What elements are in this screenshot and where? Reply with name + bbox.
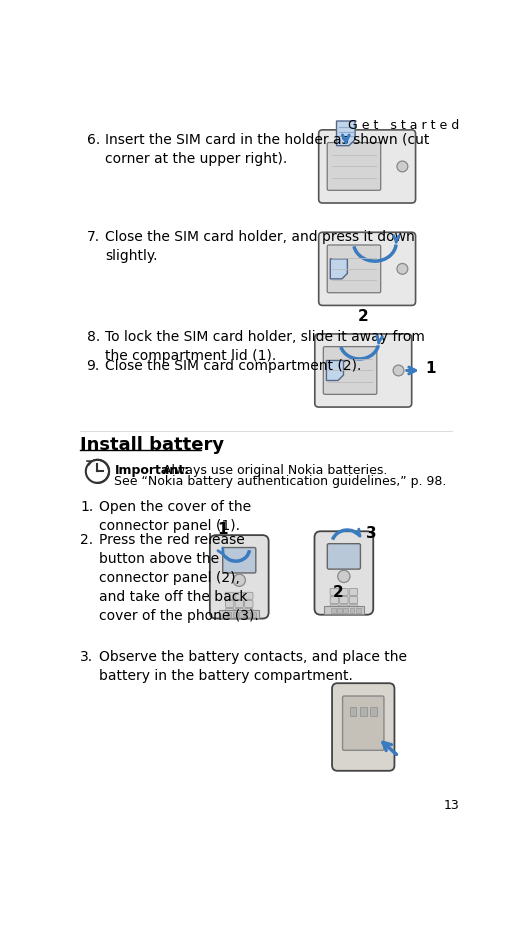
FancyBboxPatch shape: [360, 707, 366, 716]
Text: 3: 3: [366, 525, 376, 540]
FancyBboxPatch shape: [244, 609, 253, 615]
FancyBboxPatch shape: [315, 334, 412, 407]
Text: Important:: Important:: [115, 463, 189, 476]
FancyBboxPatch shape: [226, 600, 234, 608]
FancyBboxPatch shape: [327, 544, 360, 569]
Text: Always use original Nokia batteries.: Always use original Nokia batteries.: [159, 463, 388, 476]
FancyBboxPatch shape: [319, 232, 416, 305]
FancyBboxPatch shape: [332, 684, 394, 771]
FancyBboxPatch shape: [323, 347, 377, 394]
FancyBboxPatch shape: [349, 605, 358, 611]
FancyBboxPatch shape: [331, 609, 336, 612]
FancyBboxPatch shape: [340, 597, 348, 604]
Text: Close the SIM card compartment (2).: Close the SIM card compartment (2).: [105, 359, 362, 373]
FancyBboxPatch shape: [251, 612, 256, 617]
Text: Open the cover of the
connector panel (1).: Open the cover of the connector panel (1…: [99, 500, 251, 533]
FancyBboxPatch shape: [235, 609, 243, 615]
Text: 3.: 3.: [80, 650, 93, 664]
Text: 8.: 8.: [87, 330, 100, 344]
Circle shape: [393, 365, 404, 376]
Text: 13: 13: [444, 798, 459, 812]
FancyBboxPatch shape: [210, 536, 269, 619]
Polygon shape: [330, 259, 347, 278]
Circle shape: [338, 571, 350, 583]
Text: G e t   s t a r t e d: G e t s t a r t e d: [348, 118, 459, 131]
FancyBboxPatch shape: [349, 588, 358, 596]
FancyBboxPatch shape: [226, 609, 234, 615]
FancyBboxPatch shape: [244, 592, 253, 599]
Circle shape: [397, 264, 408, 274]
FancyBboxPatch shape: [233, 612, 238, 617]
FancyBboxPatch shape: [315, 531, 373, 615]
FancyBboxPatch shape: [350, 707, 356, 716]
FancyBboxPatch shape: [340, 605, 348, 611]
FancyBboxPatch shape: [235, 600, 243, 608]
Text: 7.: 7.: [87, 230, 100, 244]
FancyBboxPatch shape: [340, 588, 348, 596]
Text: Press the red release
button above the
connector panel (2),
and take off the bac: Press the red release button above the c…: [99, 533, 259, 623]
Text: To lock the SIM card holder, slide it away from
the compartment lid (1).: To lock the SIM card holder, slide it aw…: [105, 330, 425, 364]
Polygon shape: [326, 361, 344, 380]
FancyBboxPatch shape: [227, 612, 231, 617]
FancyBboxPatch shape: [223, 548, 256, 573]
Text: See “Nokia battery authentication guidelines,” p. 98.: See “Nokia battery authentication guidel…: [115, 475, 447, 488]
FancyBboxPatch shape: [324, 606, 364, 614]
FancyBboxPatch shape: [337, 609, 342, 612]
FancyBboxPatch shape: [226, 592, 234, 599]
Text: Insert the SIM card in the holder as shown (cut
corner at the upper right).: Insert the SIM card in the holder as sho…: [105, 132, 430, 166]
FancyBboxPatch shape: [219, 610, 260, 618]
FancyBboxPatch shape: [235, 592, 243, 599]
Text: 6.: 6.: [87, 132, 100, 146]
Circle shape: [233, 574, 245, 586]
FancyBboxPatch shape: [330, 588, 338, 596]
Text: 2: 2: [332, 585, 343, 600]
FancyBboxPatch shape: [330, 605, 338, 611]
Text: Observe the battery contacts, and place the
battery in the battery compartment.: Observe the battery contacts, and place …: [99, 650, 407, 683]
Text: Close the SIM card holder, and press it down
slightly.: Close the SIM card holder, and press it …: [105, 230, 415, 264]
Text: 2.: 2.: [80, 533, 93, 547]
FancyBboxPatch shape: [244, 600, 253, 608]
FancyBboxPatch shape: [319, 130, 416, 203]
Text: 1: 1: [425, 362, 435, 376]
Text: 2: 2: [358, 309, 368, 324]
Text: 9.: 9.: [87, 359, 100, 373]
Circle shape: [86, 460, 109, 483]
Circle shape: [397, 161, 408, 172]
FancyBboxPatch shape: [330, 597, 338, 604]
Text: 1.: 1.: [80, 500, 93, 514]
FancyBboxPatch shape: [327, 142, 381, 191]
Text: Install battery: Install battery: [80, 436, 225, 454]
Polygon shape: [336, 121, 355, 145]
FancyBboxPatch shape: [344, 609, 348, 612]
FancyBboxPatch shape: [370, 707, 377, 716]
FancyBboxPatch shape: [350, 609, 354, 612]
FancyBboxPatch shape: [245, 612, 250, 617]
FancyBboxPatch shape: [356, 609, 361, 612]
FancyBboxPatch shape: [327, 245, 381, 292]
FancyBboxPatch shape: [239, 612, 244, 617]
FancyBboxPatch shape: [343, 696, 384, 750]
FancyBboxPatch shape: [349, 597, 358, 604]
Text: 1: 1: [217, 523, 227, 537]
